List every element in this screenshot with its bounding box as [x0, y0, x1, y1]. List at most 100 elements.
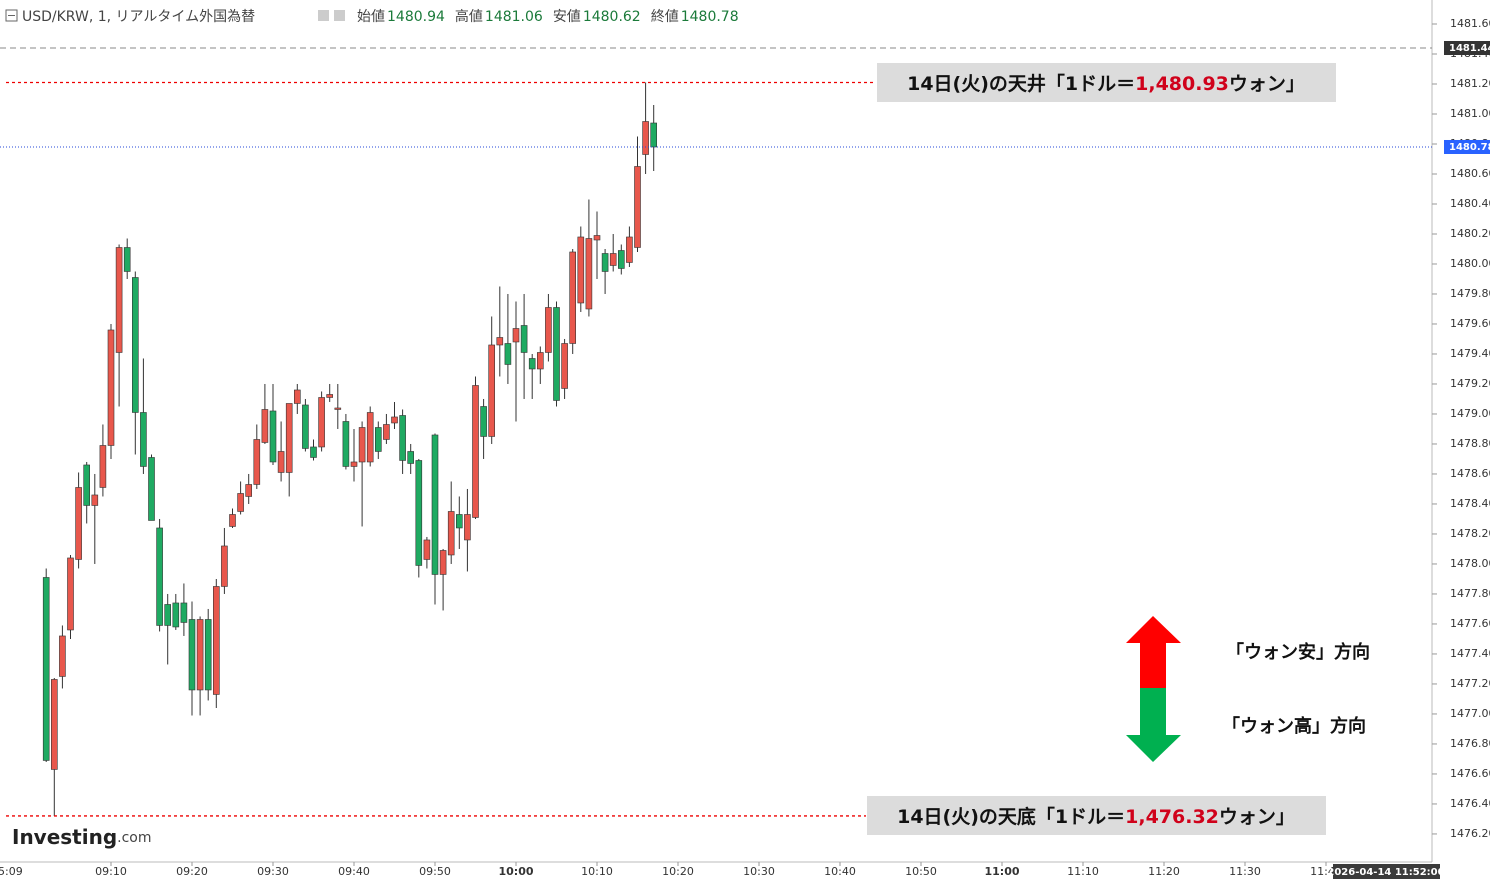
candle-body [504, 343, 512, 365]
candle-body [391, 416, 398, 424]
x-tick-label: 11:30 [1229, 865, 1261, 878]
annotation-box [877, 63, 1336, 102]
y-tick-label: 1476.40 [1450, 797, 1490, 810]
legend-up-text: 「ウォン安」方向 [1226, 641, 1370, 663]
annotation-part: 14日(火)の天底「1ドル＝ [897, 805, 1125, 828]
candle-body [164, 604, 171, 626]
logo-brand: Investing [12, 825, 117, 849]
direction-legend: 「ウォン安」方向 「ウォン高」方向 [1126, 616, 1370, 762]
candle-body [569, 251, 577, 344]
candle-body [293, 389, 301, 404]
x-tick-label: 10:00 [498, 865, 533, 878]
y-tick-label: 1479.80 [1450, 287, 1490, 300]
x-tick-label: 10:20 [662, 865, 694, 878]
candle-body [374, 427, 382, 452]
annotation-top: 14日(火)の天井「1ドル＝1,480.93ウォン」 [877, 63, 1336, 102]
x-tick-label: 10:40 [824, 865, 856, 878]
candle-body [318, 397, 325, 448]
x-tick-label: 11:20 [1148, 865, 1180, 878]
settings-icon[interactable] [334, 10, 345, 21]
candle-body [285, 403, 293, 473]
y-tick-label: 1480.40 [1450, 197, 1490, 210]
candle-body [326, 394, 334, 398]
y-tick-label: 1477.00 [1450, 707, 1490, 720]
candle-body [601, 253, 609, 272]
x-edge-label: 5:09 [0, 865, 23, 878]
session-high-label: 1481.44 [1449, 43, 1490, 54]
candle-body [545, 307, 552, 353]
candle-body [140, 412, 147, 467]
candle-body [488, 344, 496, 437]
settings-icon[interactable] [318, 10, 329, 21]
candle-body [617, 250, 625, 269]
y-tick-label: 1477.20 [1450, 677, 1490, 690]
candle-body [115, 247, 123, 353]
y-tick-label: 1479.20 [1450, 377, 1490, 390]
candle-body [91, 494, 99, 506]
candle-body [634, 166, 641, 248]
candle-body [253, 439, 261, 485]
annotation-text: 14日(火)の天底「1ドル＝1,476.32ウォン」 [897, 805, 1295, 828]
annotation-part: ウォン」 [1219, 806, 1295, 828]
candle-body [83, 464, 90, 506]
candle-body [415, 460, 423, 566]
down-arrow [1126, 688, 1181, 762]
x-tick-label: 09:50 [419, 865, 451, 878]
candle-body [561, 343, 568, 389]
candle-body [626, 236, 633, 263]
candle-body [650, 122, 658, 148]
candle-body [553, 307, 560, 401]
candle-body [480, 406, 487, 437]
candle-body [585, 238, 593, 310]
session-high-badge [1444, 40, 1490, 55]
x-tick-label: 09:20 [176, 865, 208, 878]
y-tick-label: 1480.60 [1450, 167, 1490, 180]
candle-body [261, 409, 269, 443]
y-tick-label: 1476.60 [1450, 767, 1490, 780]
last-price-badge [1444, 139, 1490, 154]
x-tick-label: 09:10 [95, 865, 127, 878]
y-tick-label: 1480.00 [1450, 257, 1490, 270]
candle-body [472, 385, 479, 518]
candle-body [642, 121, 649, 155]
ohlc-header: 始値 1480.94 高値 1481.06 安値 1480.62 終値 1480.78 [357, 8, 739, 25]
ohlc-value: 1481.06 [485, 9, 543, 25]
annotation-part: ウォン」 [1229, 73, 1305, 95]
candle-body [277, 451, 285, 473]
annotation-box [867, 796, 1326, 835]
annotation-value: 1,480.93 [1135, 73, 1229, 95]
candle-body [180, 602, 188, 623]
x-tick-label: 11:00 [984, 865, 1019, 878]
candle-body [496, 337, 504, 346]
y-tick-label: 1478.00 [1450, 557, 1490, 570]
annotation-value: 1,476.32 [1125, 806, 1219, 828]
x-tick-label: 10:50 [905, 865, 937, 878]
ohlc-label: 始値 [357, 9, 385, 25]
y-tick-label: 1479.60 [1450, 317, 1490, 330]
x-tick-label: 09:30 [257, 865, 289, 878]
candle-body [237, 493, 244, 512]
annotation-part: 14日(火)の天井「1ドル＝ [907, 72, 1135, 95]
y-tick-label: 1478.80 [1450, 437, 1490, 450]
cursor-time-label: 2026-04-14 11:52:00 [1327, 867, 1444, 878]
annotation-text: 14日(火)の天井「1ドル＝1,480.93ウォン」 [907, 72, 1305, 95]
collapse-icon[interactable] [5, 9, 18, 22]
candle-body [512, 328, 520, 343]
candle-body [67, 557, 74, 631]
y-tick-label: 1480.20 [1450, 227, 1490, 240]
candle-body [464, 514, 471, 541]
candle-body [536, 352, 544, 370]
logo-suffix: .com [117, 830, 151, 846]
candle-body [439, 550, 447, 575]
x-tick-label: 09:40 [338, 865, 370, 878]
candle-body [358, 427, 366, 463]
candle-body [229, 514, 236, 527]
annotation-bottom: 14日(火)の天底「1ドル＝1,476.32ウォン」 [867, 796, 1326, 835]
y-tick-label: 1478.40 [1450, 497, 1490, 510]
candle-body [383, 424, 390, 440]
candle-body [156, 527, 163, 626]
candle-body [399, 415, 406, 461]
y-tick-label: 1477.80 [1450, 587, 1490, 600]
candle-body [132, 277, 139, 413]
